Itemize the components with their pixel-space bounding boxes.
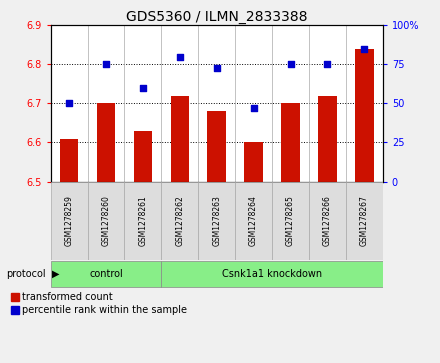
Bar [51, 182, 88, 260]
Bar [281, 103, 300, 182]
Point [213, 65, 220, 70]
Text: Csnk1a1 knockdown: Csnk1a1 knockdown [222, 269, 322, 279]
Text: GSM1278266: GSM1278266 [323, 195, 332, 246]
Text: GSM1278267: GSM1278267 [360, 195, 369, 246]
Text: ▶: ▶ [51, 269, 59, 279]
Bar [309, 182, 346, 260]
Bar [51, 261, 161, 287]
Bar [97, 103, 115, 182]
Bar [355, 49, 374, 182]
Text: GSM1278265: GSM1278265 [286, 195, 295, 246]
Bar [161, 182, 198, 260]
Title: GDS5360 / ILMN_2833388: GDS5360 / ILMN_2833388 [126, 11, 308, 24]
Text: protocol: protocol [7, 269, 46, 279]
Text: GSM1278264: GSM1278264 [249, 195, 258, 246]
Point [103, 61, 110, 67]
Text: control: control [89, 269, 123, 279]
Point [361, 46, 368, 52]
Text: GSM1278263: GSM1278263 [212, 195, 221, 246]
Text: GSM1278262: GSM1278262 [175, 195, 184, 246]
Point [66, 101, 73, 106]
Point [250, 105, 257, 111]
Bar [244, 143, 263, 182]
Bar [208, 111, 226, 182]
Bar [318, 96, 337, 182]
Text: GSM1278260: GSM1278260 [102, 195, 110, 246]
Point [287, 61, 294, 67]
Bar [171, 96, 189, 182]
Point [139, 85, 147, 91]
Bar [88, 182, 125, 260]
Bar [134, 131, 152, 182]
Text: GSM1278261: GSM1278261 [138, 195, 147, 246]
Bar [272, 182, 309, 260]
Bar [60, 139, 78, 182]
Point [176, 54, 183, 60]
Bar [198, 182, 235, 260]
Legend: transformed count, percentile rank within the sample: transformed count, percentile rank withi… [11, 292, 187, 315]
Bar [235, 182, 272, 260]
Bar [346, 182, 383, 260]
Point [324, 61, 331, 67]
Bar [125, 182, 161, 260]
Bar [161, 261, 383, 287]
Text: GSM1278259: GSM1278259 [65, 195, 73, 246]
